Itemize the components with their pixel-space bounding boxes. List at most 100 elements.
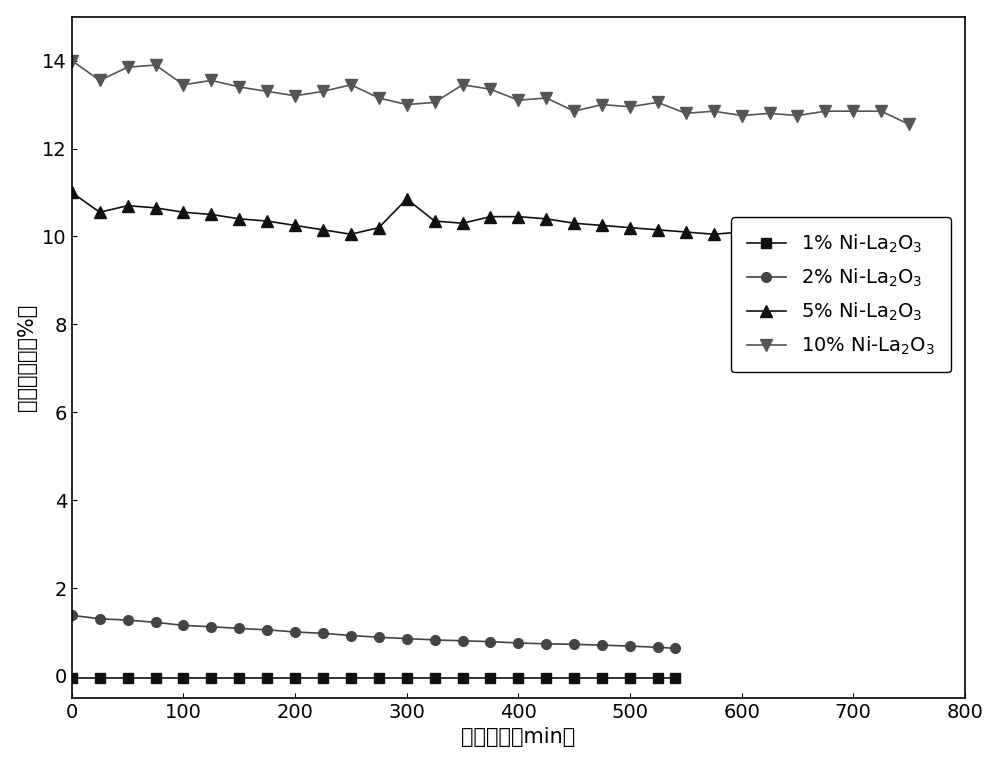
10% Ni-La$_2$O$_3$ bbox=[791, 111, 803, 120]
1% Ni-La$_2$O$_3$ bbox=[66, 674, 78, 683]
10% Ni-La$_2$O$_3$ bbox=[708, 107, 720, 116]
10% Ni-La$_2$O$_3$ bbox=[903, 120, 915, 129]
10% Ni-La$_2$O$_3$ bbox=[764, 108, 776, 118]
5% Ni-La$_2$O$_3$ bbox=[66, 188, 78, 197]
1% Ni-La$_2$O$_3$ bbox=[457, 674, 469, 683]
5% Ni-La$_2$O$_3$ bbox=[345, 230, 357, 239]
10% Ni-La$_2$O$_3$ bbox=[401, 100, 413, 109]
X-axis label: 反应时间（min）: 反应时间（min） bbox=[461, 727, 575, 747]
5% Ni-La$_2$O$_3$ bbox=[401, 195, 413, 204]
5% Ni-La$_2$O$_3$ bbox=[177, 208, 189, 217]
2% Ni-La$_2$O$_3$ bbox=[652, 643, 664, 652]
2% Ni-La$_2$O$_3$ bbox=[457, 636, 469, 646]
10% Ni-La$_2$O$_3$ bbox=[540, 93, 552, 102]
2% Ni-La$_2$O$_3$ bbox=[540, 639, 552, 649]
10% Ni-La$_2$O$_3$ bbox=[596, 100, 608, 109]
5% Ni-La$_2$O$_3$ bbox=[233, 214, 245, 223]
2% Ni-La$_2$O$_3$ bbox=[205, 622, 217, 631]
1% Ni-La$_2$O$_3$ bbox=[401, 674, 413, 683]
10% Ni-La$_2$O$_3$ bbox=[512, 96, 524, 105]
1% Ni-La$_2$O$_3$ bbox=[568, 674, 580, 683]
10% Ni-La$_2$O$_3$ bbox=[177, 80, 189, 89]
5% Ni-La$_2$O$_3$ bbox=[484, 212, 496, 222]
5% Ni-La$_2$O$_3$ bbox=[122, 201, 134, 210]
5% Ni-La$_2$O$_3$ bbox=[736, 228, 748, 237]
2% Ni-La$_2$O$_3$ bbox=[624, 642, 636, 651]
Line: 2% Ni-La$_2$O$_3$: 2% Ni-La$_2$O$_3$ bbox=[67, 610, 680, 653]
Line: 10% Ni-La$_2$O$_3$: 10% Ni-La$_2$O$_3$ bbox=[66, 54, 915, 131]
1% Ni-La$_2$O$_3$ bbox=[94, 674, 106, 683]
5% Ni-La$_2$O$_3$ bbox=[791, 238, 803, 248]
2% Ni-La$_2$O$_3$ bbox=[429, 636, 441, 645]
5% Ni-La$_2$O$_3$ bbox=[819, 228, 831, 237]
1% Ni-La$_2$O$_3$ bbox=[484, 674, 496, 683]
5% Ni-La$_2$O$_3$ bbox=[903, 238, 915, 248]
10% Ni-La$_2$O$_3$ bbox=[261, 87, 273, 96]
1% Ni-La$_2$O$_3$ bbox=[669, 674, 681, 683]
1% Ni-La$_2$O$_3$ bbox=[540, 674, 552, 683]
10% Ni-La$_2$O$_3$ bbox=[94, 76, 106, 85]
5% Ni-La$_2$O$_3$ bbox=[150, 203, 162, 212]
1% Ni-La$_2$O$_3$ bbox=[233, 674, 245, 683]
1% Ni-La$_2$O$_3$ bbox=[177, 674, 189, 683]
2% Ni-La$_2$O$_3$ bbox=[233, 624, 245, 633]
2% Ni-La$_2$O$_3$ bbox=[596, 640, 608, 649]
5% Ni-La$_2$O$_3$ bbox=[261, 216, 273, 225]
1% Ni-La$_2$O$_3$ bbox=[289, 674, 301, 683]
10% Ni-La$_2$O$_3$ bbox=[429, 98, 441, 107]
5% Ni-La$_2$O$_3$ bbox=[540, 214, 552, 223]
10% Ni-La$_2$O$_3$ bbox=[847, 107, 859, 116]
2% Ni-La$_2$O$_3$ bbox=[177, 621, 189, 630]
5% Ni-La$_2$O$_3$ bbox=[847, 228, 859, 237]
2% Ni-La$_2$O$_3$ bbox=[122, 616, 134, 625]
10% Ni-La$_2$O$_3$ bbox=[205, 76, 217, 85]
5% Ni-La$_2$O$_3$ bbox=[764, 231, 776, 241]
2% Ni-La$_2$O$_3$ bbox=[150, 618, 162, 627]
5% Ni-La$_2$O$_3$ bbox=[457, 219, 469, 228]
10% Ni-La$_2$O$_3$ bbox=[373, 93, 385, 102]
5% Ni-La$_2$O$_3$ bbox=[373, 223, 385, 232]
2% Ni-La$_2$O$_3$ bbox=[373, 633, 385, 642]
5% Ni-La$_2$O$_3$ bbox=[652, 225, 664, 235]
5% Ni-La$_2$O$_3$ bbox=[624, 223, 636, 232]
2% Ni-La$_2$O$_3$ bbox=[401, 634, 413, 643]
10% Ni-La$_2$O$_3$ bbox=[680, 108, 692, 118]
10% Ni-La$_2$O$_3$ bbox=[819, 107, 831, 116]
5% Ni-La$_2$O$_3$ bbox=[205, 210, 217, 219]
5% Ni-La$_2$O$_3$ bbox=[568, 219, 580, 228]
Line: 1% Ni-La$_2$O$_3$: 1% Ni-La$_2$O$_3$ bbox=[67, 673, 680, 683]
10% Ni-La$_2$O$_3$ bbox=[66, 56, 78, 65]
5% Ni-La$_2$O$_3$ bbox=[708, 230, 720, 239]
1% Ni-La$_2$O$_3$ bbox=[261, 674, 273, 683]
10% Ni-La$_2$O$_3$ bbox=[484, 85, 496, 94]
10% Ni-La$_2$O$_3$ bbox=[624, 102, 636, 112]
Line: 5% Ni-La$_2$O$_3$: 5% Ni-La$_2$O$_3$ bbox=[66, 186, 915, 249]
1% Ni-La$_2$O$_3$ bbox=[122, 674, 134, 683]
1% Ni-La$_2$O$_3$ bbox=[624, 674, 636, 683]
10% Ni-La$_2$O$_3$ bbox=[150, 60, 162, 70]
1% Ni-La$_2$O$_3$ bbox=[596, 674, 608, 683]
10% Ni-La$_2$O$_3$ bbox=[345, 80, 357, 89]
Y-axis label: 甲烷选择性（%）: 甲烷选择性（%） bbox=[17, 303, 37, 411]
1% Ni-La$_2$O$_3$ bbox=[317, 674, 329, 683]
1% Ni-La$_2$O$_3$ bbox=[345, 674, 357, 683]
10% Ni-La$_2$O$_3$ bbox=[875, 107, 887, 116]
1% Ni-La$_2$O$_3$ bbox=[429, 674, 441, 683]
2% Ni-La$_2$O$_3$ bbox=[66, 610, 78, 620]
1% Ni-La$_2$O$_3$ bbox=[373, 674, 385, 683]
Legend: 1% Ni-La$_2$O$_3$, 2% Ni-La$_2$O$_3$, 5% Ni-La$_2$O$_3$, 10% Ni-La$_2$O$_3$: 1% Ni-La$_2$O$_3$, 2% Ni-La$_2$O$_3$, 5%… bbox=[731, 217, 951, 373]
1% Ni-La$_2$O$_3$ bbox=[205, 674, 217, 683]
10% Ni-La$_2$O$_3$ bbox=[457, 80, 469, 89]
2% Ni-La$_2$O$_3$ bbox=[317, 629, 329, 638]
5% Ni-La$_2$O$_3$ bbox=[429, 216, 441, 225]
1% Ni-La$_2$O$_3$ bbox=[150, 674, 162, 683]
5% Ni-La$_2$O$_3$ bbox=[317, 225, 329, 235]
2% Ni-La$_2$O$_3$ bbox=[94, 614, 106, 623]
10% Ni-La$_2$O$_3$ bbox=[568, 107, 580, 116]
2% Ni-La$_2$O$_3$ bbox=[512, 639, 524, 648]
10% Ni-La$_2$O$_3$ bbox=[122, 63, 134, 72]
2% Ni-La$_2$O$_3$ bbox=[568, 639, 580, 649]
5% Ni-La$_2$O$_3$ bbox=[680, 228, 692, 237]
5% Ni-La$_2$O$_3$ bbox=[596, 221, 608, 230]
10% Ni-La$_2$O$_3$ bbox=[736, 111, 748, 120]
